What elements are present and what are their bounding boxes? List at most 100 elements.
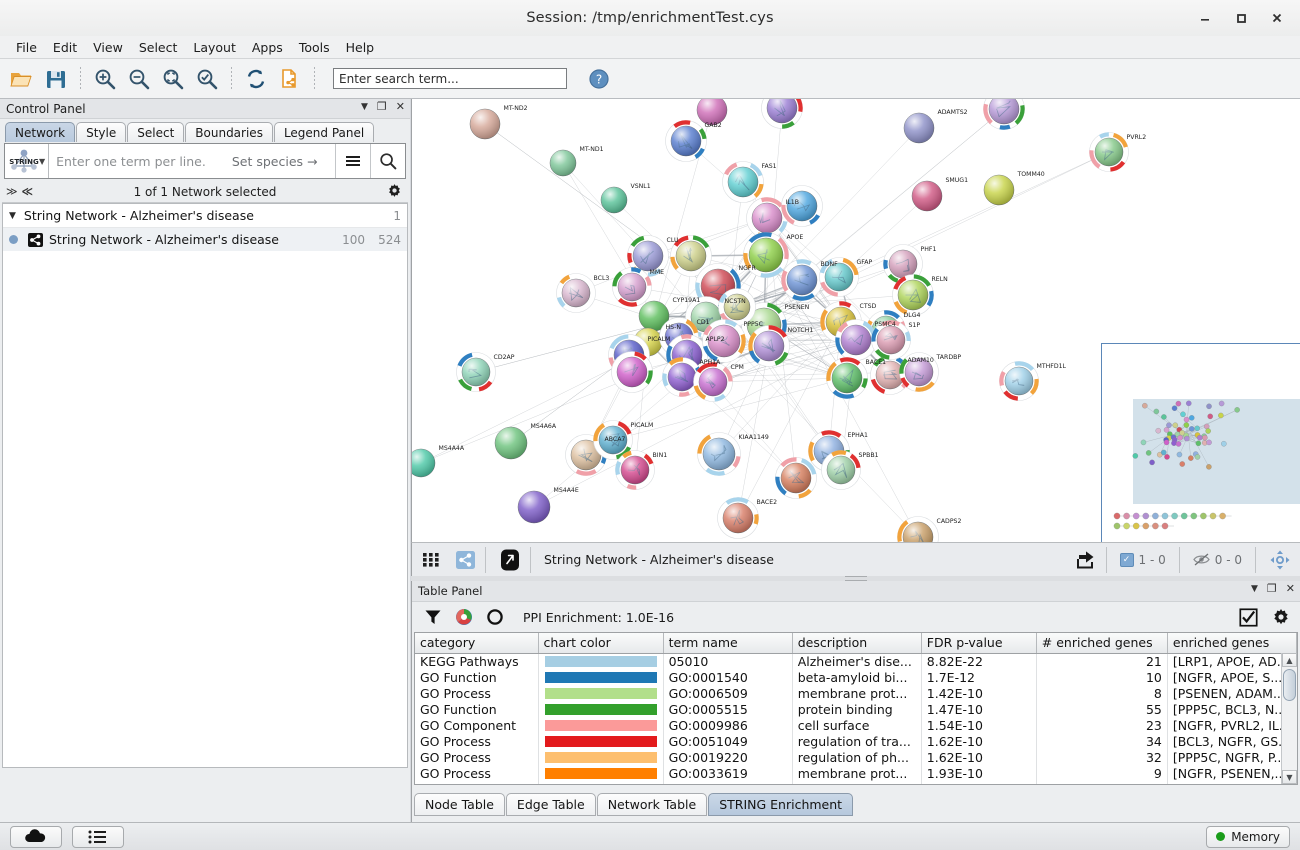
network-node[interactable] (781, 259, 823, 301)
network-node[interactable] (702, 319, 746, 363)
network-node[interactable] (638, 300, 670, 332)
string-options-icon[interactable] (335, 144, 370, 178)
network-node[interactable] (835, 319, 877, 361)
zoom-out-icon[interactable] (123, 63, 155, 95)
table-row[interactable]: GO Process GO:0033619 membrane prot... 1.93… (415, 765, 1297, 781)
zoom-in-icon[interactable] (89, 63, 121, 95)
refresh-icon[interactable] (240, 63, 272, 95)
task-list-icon[interactable] (72, 825, 124, 848)
network-node[interactable] (456, 352, 496, 392)
network-node[interactable] (469, 108, 501, 140)
expand-all-icon[interactable]: ≪ (21, 185, 34, 198)
edge-hidden-eye-icon[interactable] (1193, 553, 1210, 566)
zoom-fit-selected-icon[interactable] (191, 63, 223, 95)
table-row[interactable]: GO Process GO:0051049 regulation of tra...… (415, 733, 1297, 749)
grid-layout-icon[interactable] (416, 547, 446, 573)
network-node[interactable] (983, 174, 1015, 206)
birdseye-viewport-rect[interactable] (1133, 399, 1300, 504)
open-icon[interactable] (6, 63, 38, 95)
network-node[interactable] (1089, 132, 1129, 172)
col-enriched-count[interactable]: # enriched genes (1036, 633, 1168, 654)
network-graph[interactable]: MT-ND2 MT-ND1 VSNL1 GAB2 ADAMTS2 PVRL2 SMUG1 TO… (412, 99, 1300, 542)
collapse-all-icon[interactable]: ≫ (6, 185, 18, 198)
tab-boundaries[interactable]: Boundaries (185, 122, 273, 142)
chart-color-palette-icon[interactable] (455, 608, 473, 626)
chevron-down-icon[interactable]: ▼ (9, 210, 16, 221)
network-node[interactable] (999, 361, 1039, 401)
panel-float-icon[interactable]: ❐ (376, 100, 387, 113)
network-node[interactable] (748, 325, 790, 367)
tab-select[interactable]: Select (127, 122, 185, 142)
network-node[interactable] (826, 357, 868, 399)
network-node[interactable] (883, 244, 923, 284)
menu-tools[interactable]: Tools (298, 39, 330, 55)
panel-split-handle[interactable] (411, 576, 1300, 581)
table-row[interactable]: GO Function GO:0001540 beta-amyloid bi... 1… (415, 669, 1297, 685)
network-node[interactable] (612, 267, 652, 307)
table-row[interactable]: KEGG Pathways 05010 Alzheimer's dise... 8.8… (415, 653, 1297, 669)
menu-file[interactable]: File (16, 39, 37, 55)
table-settings-gear-icon[interactable] (1272, 608, 1290, 626)
tab-network-table[interactable]: Network Table (596, 793, 708, 816)
open-string-link-icon[interactable] (495, 547, 525, 573)
search-input[interactable]: Enter search term... (333, 68, 567, 89)
tab-style[interactable]: Style (76, 122, 127, 142)
string-species-caret-icon[interactable]: ▼ (39, 156, 46, 166)
export-network-icon[interactable] (274, 63, 306, 95)
selected-edges-counter[interactable]: 0 - 0 (1185, 553, 1250, 567)
network-overview-birdseye[interactable] (1101, 343, 1300, 542)
panel-close-icon[interactable]: ✕ (395, 100, 405, 113)
network-node[interactable] (761, 99, 803, 129)
network-node[interactable] (556, 273, 596, 313)
network-node[interactable] (897, 516, 939, 543)
network-node[interactable] (549, 149, 577, 177)
network-node[interactable] (517, 490, 551, 524)
cloud-status-icon[interactable] (10, 825, 62, 848)
save-icon[interactable] (40, 63, 72, 95)
panel-dropdown-icon[interactable]: ▼ (360, 101, 368, 112)
menu-layout[interactable]: Layout (193, 39, 236, 55)
table-row[interactable]: GO Component GO:0009986 cell surface 1.54E-… (415, 717, 1297, 733)
tab-network[interactable]: Network (5, 122, 76, 142)
network-node[interactable] (600, 186, 628, 214)
table-vertical-scrollbar[interactable]: ▲ ▼ (1281, 653, 1297, 784)
network-node[interactable] (665, 120, 707, 162)
network-node[interactable] (615, 450, 655, 490)
network-node[interactable] (903, 112, 935, 144)
select-all-checkbox-icon[interactable] (1239, 607, 1258, 627)
col-category[interactable]: category (415, 633, 539, 654)
table-row[interactable]: GO Process GO:0019220 regulation of ph... 1… (415, 749, 1297, 765)
menu-apps[interactable]: Apps (251, 39, 283, 55)
close-icon[interactable] (1260, 3, 1294, 33)
tab-legend-panel[interactable]: Legend Panel (273, 122, 375, 142)
ring-style-icon[interactable] (486, 608, 504, 626)
network-node[interactable] (871, 320, 911, 360)
scroll-down-arrow-icon[interactable]: ▼ (1282, 770, 1297, 784)
selected-nodes-counter[interactable]: ✓ 1 - 0 (1112, 552, 1174, 567)
col-chart-color[interactable]: chart color (538, 633, 664, 654)
tab-string-enrichment[interactable]: STRING Enrichment (708, 793, 854, 816)
network-view-canvas[interactable]: MT-ND2 MT-ND1 VSNL1 GAB2 ADAMTS2 PVRL2 SMUG1 TO… (411, 99, 1300, 542)
network-node[interactable] (494, 426, 528, 460)
table-row[interactable]: GO Process GO:0050435beta-amyloid m...2.0… (415, 781, 1297, 784)
network-node[interactable] (717, 497, 759, 539)
node-select-checkbox-icon[interactable]: ✓ (1119, 552, 1134, 567)
network-node[interactable] (983, 99, 1025, 130)
network-node[interactable] (911, 180, 943, 212)
network-node[interactable] (627, 235, 669, 277)
pan-navigator-icon[interactable] (1265, 547, 1295, 573)
network-node[interactable] (743, 232, 789, 278)
zoom-fit-network-icon[interactable] (157, 63, 189, 95)
string-logo-icon[interactable]: STRING (5, 144, 43, 178)
network-node[interactable] (611, 351, 653, 393)
network-node[interactable] (892, 274, 934, 316)
network-node[interactable] (870, 355, 910, 395)
tree-group-row[interactable]: ▼ String Network - Alzheimer's disease 1 (3, 204, 407, 228)
network-node[interactable] (781, 185, 823, 227)
share-network-icon[interactable] (450, 547, 480, 573)
menu-edit[interactable]: Edit (52, 39, 78, 55)
tab-node-table[interactable]: Node Table (414, 793, 505, 816)
string-search-icon[interactable] (370, 144, 405, 178)
help-icon[interactable]: ? (583, 63, 615, 95)
network-node[interactable] (899, 352, 939, 392)
